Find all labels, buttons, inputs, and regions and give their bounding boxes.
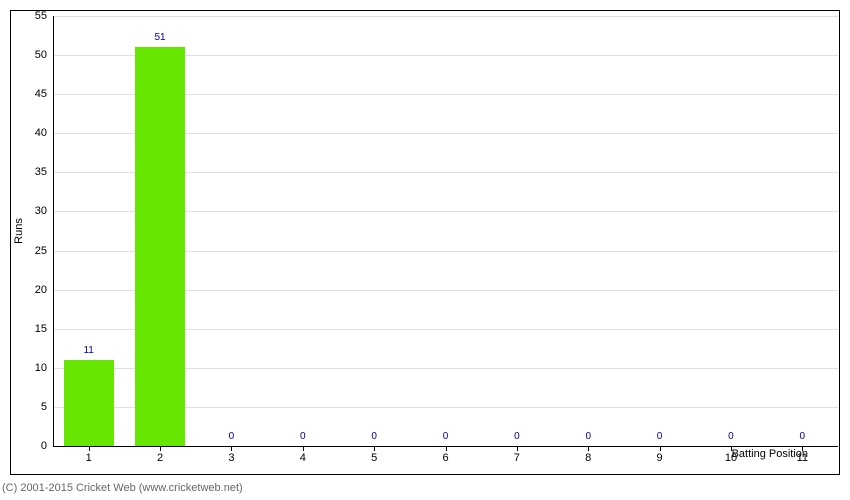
bar-value-label: 0 [443,431,449,442]
chart-frame: 0510152025303540455055111512030405060708… [10,10,840,475]
bar-value-label: 51 [154,32,165,43]
x-tick-label: 8 [585,446,591,464]
bar [64,360,114,446]
bar-value-label: 0 [300,431,306,442]
y-tick-label: 40 [35,127,53,139]
bar [135,47,185,446]
bar-value-label: 0 [728,431,734,442]
bar-value-label: 0 [229,431,235,442]
y-axis-line [53,16,54,446]
x-tick-label: 9 [657,446,663,464]
x-tick-label: 6 [442,446,448,464]
bar-value-label: 0 [657,431,663,442]
y-tick-label: 25 [35,245,53,257]
y-axis-title: Runs [13,218,25,244]
credit-text: (C) 2001-2015 Cricket Web (www.cricketwe… [2,482,243,494]
bar-value-label: 0 [800,431,806,442]
x-tick-label: 1 [86,446,92,464]
y-tick-label: 20 [35,284,53,296]
y-tick-label: 30 [35,205,53,217]
y-tick-label: 35 [35,166,53,178]
plot-area: 0510152025303540455055111512030405060708… [53,16,838,446]
y-tick-label: 0 [41,440,53,452]
bar-value-label: 0 [371,431,377,442]
y-tick-label: 50 [35,49,53,61]
y-gridline [53,16,838,17]
x-tick-label: 7 [514,446,520,464]
y-tick-label: 55 [35,10,53,22]
y-tick-label: 45 [35,88,53,100]
y-tick-label: 15 [35,323,53,335]
bar-value-label: 0 [585,431,591,442]
bar-value-label: 0 [514,431,520,442]
x-tick-label: 5 [371,446,377,464]
x-tick-label: 4 [300,446,306,464]
x-tick-label: 2 [157,446,163,464]
y-tick-label: 5 [41,401,53,413]
bar-value-label: 11 [83,345,93,356]
x-tick-label: 3 [228,446,234,464]
x-axis-title: Batting Position [732,448,808,460]
y-tick-label: 10 [35,362,53,374]
